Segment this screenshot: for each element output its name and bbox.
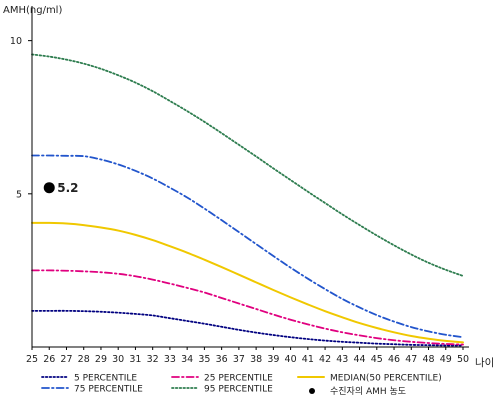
x-tick-label: 36 (216, 354, 228, 365)
x-tick-label: 38 (250, 354, 262, 365)
x-tick-label: 27 (60, 354, 72, 365)
x-tick-label: 50 (457, 354, 469, 365)
x-tick-label: 26 (43, 354, 55, 365)
legend-label-5-percentile: 5 PERCENTILE (74, 374, 137, 384)
legend-label-patient-amh: 수진자의 AMH 농도 (330, 386, 406, 397)
x-tick-label: 48 (422, 354, 434, 365)
x-tick-label: 28 (78, 354, 90, 365)
series-line-75-percentile (31, 154, 464, 339)
x-tick-label: 49 (440, 354, 452, 365)
legend-label-95-percentile: 95 PERCENTILE (204, 385, 273, 395)
x-tick-label: 30 (112, 354, 124, 365)
legend-swatch-patient-amh (309, 388, 315, 394)
legend-label-75-percentile: 75 PERCENTILE (74, 385, 143, 395)
x-tick-label: 41 (302, 354, 314, 365)
legend-label-median-50-percentile: MEDIAN(50 PERCENTILE) (330, 374, 442, 384)
y-tick-label: 10 (10, 36, 22, 47)
plot-area: 5.2 (31, 53, 464, 347)
y-axis-title: AMH(ng/ml) (3, 5, 62, 16)
series-line-median-50-percentile (31, 221, 464, 344)
x-tick-label: 32 (147, 354, 159, 365)
x-tick-label: 40 (285, 354, 297, 365)
x-tick-label: 31 (129, 354, 141, 365)
series-line-25-percentile (31, 269, 464, 346)
x-axis-title: 나이 (475, 357, 494, 369)
x-tick-label: 33 (164, 354, 176, 365)
x-tick-label: 37 (233, 354, 245, 365)
x-tick-label: 43 (336, 354, 348, 365)
x-tick-label: 35 (198, 354, 210, 365)
series-line-95-percentile (31, 53, 464, 277)
axes: 5 10 25 26 27 28 29 30 31 32 33 34 35 36 37 38 39 40 41 42 4… (3, 5, 494, 369)
y-tick-label: 5 (16, 189, 22, 200)
series-line-5-percentile (31, 309, 464, 347)
legend: 5 PERCENTILE 25 PERCENTILE MEDIAN(50 PERCE… (41, 374, 442, 397)
legend-label-25-percentile: 25 PERCENTILE (204, 374, 273, 384)
x-tick-label: 47 (405, 354, 417, 365)
x-tick-label: 45 (371, 354, 383, 365)
x-tick-label: 25 (26, 354, 38, 365)
x-tick-label: 39 (267, 354, 279, 365)
patient-amh-point (43, 182, 55, 194)
x-tick-label: 44 (354, 354, 366, 365)
x-tick-label: 46 (388, 354, 400, 365)
patient-amh-value-label: 5.2 (57, 181, 78, 195)
x-tick-label: 34 (181, 354, 193, 365)
x-tick-label: 29 (95, 354, 107, 365)
x-tick-label: 42 (319, 354, 331, 365)
